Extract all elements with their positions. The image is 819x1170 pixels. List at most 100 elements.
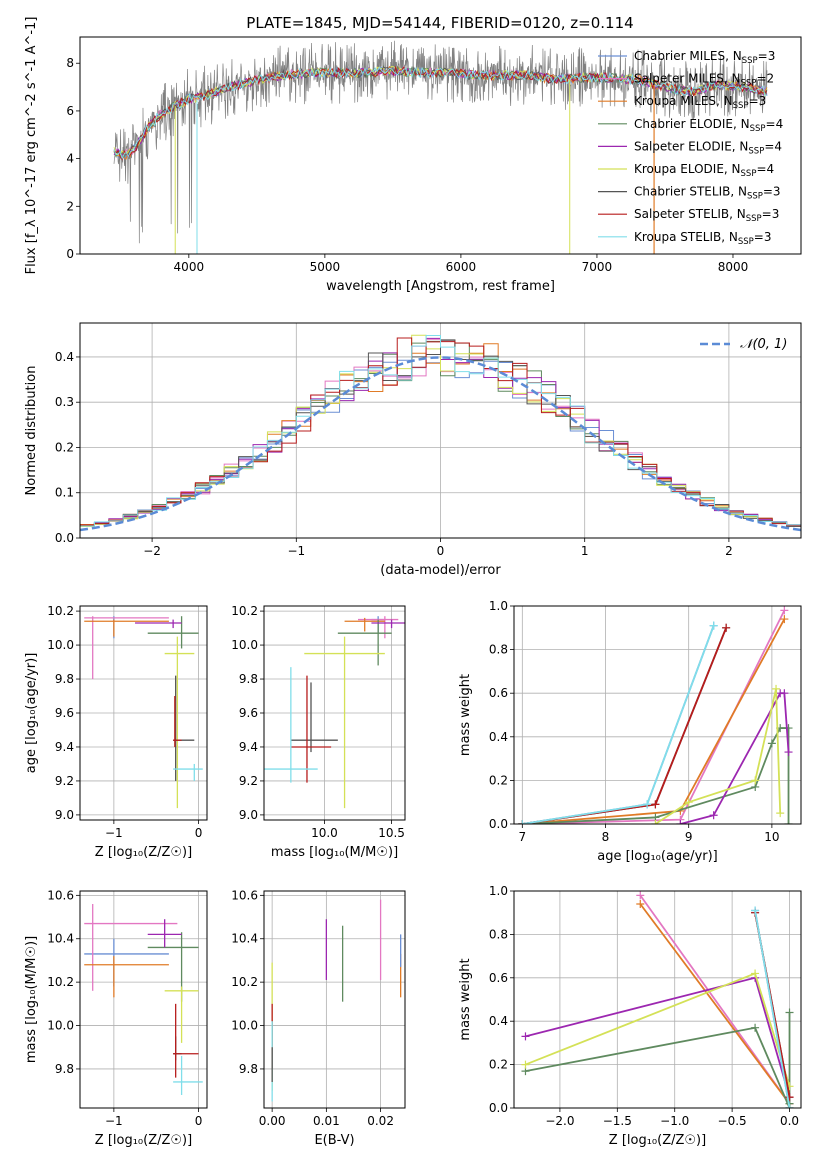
series-marker (772, 684, 781, 693)
y-tick-label: 0.0 (489, 817, 508, 831)
x-tick-label: −2 (143, 544, 161, 558)
y-tick-label: 1.0 (489, 599, 508, 613)
errorbar-point (173, 675, 195, 781)
series-marker (784, 820, 793, 824)
plot-area-massweight_vs_Z (514, 891, 801, 1108)
series-marker (780, 615, 789, 624)
panel-mass_vs_Z: −1 0 9.8 10.0 10.2 10.4 10.6 Z [log₁₀(Z/Z☉)] mas… (24, 888, 208, 1148)
y-tick-label: 9.4 (55, 740, 74, 754)
spectrum-model-line (113, 65, 768, 161)
y-axis-label: Flux [f_λ 10^-17 erg cm^-2 s^-1 A^-1] (24, 17, 39, 275)
series-line (525, 976, 791, 1098)
series-marker (651, 820, 660, 824)
y-tick-label: 9.0 (55, 808, 74, 822)
x-tick-label: 5000 (310, 260, 341, 274)
y-tick-label: 0.6 (489, 971, 508, 985)
legend-entry: Chabrier ELODIE, NSSP=4 (634, 117, 783, 134)
axes-frame (263, 605, 406, 821)
series-marker (518, 820, 527, 824)
x-tick-label: 10.5 (378, 826, 405, 840)
y-tick-label: 10.0 (231, 1019, 258, 1033)
spectrum-model-line (113, 66, 768, 160)
y-tick-label: 9.6 (239, 706, 258, 720)
y-tick-label: 1.0 (489, 884, 508, 898)
series-line (522, 625, 715, 824)
errorbar-point (173, 696, 182, 747)
x-tick-label: −2.0 (545, 1114, 574, 1128)
y-tick-label: 10.4 (231, 932, 258, 946)
y-tick-label: 9.4 (239, 740, 258, 754)
plot-area-age_vs_Z (80, 606, 207, 820)
legend-entry-value: =3 (754, 230, 772, 244)
y-tick-label: 2 (66, 199, 74, 213)
errorbar-point (164, 986, 199, 1043)
series-marker (521, 1060, 530, 1069)
errorbar-point (173, 1055, 203, 1095)
legend-entry-value: =3 (762, 207, 780, 221)
y-tick-label: 10.2 (231, 975, 258, 989)
y-axis-label: age [log₁₀(age/yr)] (24, 653, 39, 774)
errorbar-point (290, 682, 338, 753)
y-tick-label: 9.8 (55, 1062, 74, 1076)
series-line (522, 627, 727, 824)
series-marker (767, 739, 776, 748)
figure-title: PLATE=1845, MJD=54144, FIBERID=0120, z=0… (246, 14, 633, 32)
panel-spectrum: 4000 5000 6000 7000 8000 0 2 4 6 8 wavelength [Ang… (24, 17, 802, 294)
x-tick-label: 0.0 (780, 1114, 799, 1128)
legend-entry-subscript: SSP (733, 101, 749, 111)
panel-age_vs_Z: −1 0 9.0 9.2 9.4 9.6 9.8 10.0 10.2 Z [log₁₀(Z/Z☉)… (24, 604, 208, 860)
x-tick-label: −1 (105, 826, 123, 840)
histogram-step (80, 334, 801, 528)
errorbar-point (290, 675, 332, 783)
axes-frame (79, 890, 208, 1109)
panel-massweight_vs_Z: −2.0 −1.5 −1.0 −0.5 0.0 0.0 0.2 0.4 0.6 0.8 1.0 Z [… (458, 884, 802, 1148)
y-tick-label: 9.2 (55, 774, 74, 788)
series-marker (784, 748, 793, 757)
series-line (522, 727, 790, 824)
histogram-step (80, 334, 801, 527)
axes-frame (513, 890, 802, 1109)
errorbar-point (264, 667, 318, 783)
y-tick-label: 0.2 (489, 1058, 508, 1072)
legend-entry-subscript: SSP (738, 237, 754, 247)
errorbar-point (337, 619, 392, 666)
series-marker (709, 621, 718, 630)
x-tick-label: 7 (518, 830, 526, 844)
series-marker (722, 623, 731, 632)
x-axis-label: Z [log₁₀(Z/Z☉)] (95, 845, 192, 860)
x-tick-label: 2 (725, 544, 733, 558)
y-tick-label: 0.4 (55, 350, 74, 364)
legend-entry-value: =3 (758, 49, 776, 63)
axes-frame (513, 605, 802, 825)
legend-entry: Salpeter MILES, NSSP=2 (634, 72, 774, 89)
series-marker (785, 1008, 794, 1017)
legend-entry-value: =4 (766, 117, 784, 131)
y-tick-label: 0.0 (489, 1101, 508, 1115)
x-tick-label: 0.01 (313, 1114, 340, 1128)
x-axis-label: E(B-V) (314, 1133, 354, 1148)
plot-area-spectrum (113, 40, 768, 254)
x-tick-label: −1.5 (603, 1114, 632, 1128)
legend-entry: Salpeter STELIB, NSSP=3 (634, 207, 779, 224)
legend-entry-value: =4 (764, 139, 782, 153)
x-tick-label: 0.02 (367, 1114, 394, 1128)
errorbar-point (84, 619, 169, 637)
errorbar-point (371, 619, 405, 629)
x-tick-label: 0 (437, 544, 445, 558)
axes-frame (79, 322, 802, 539)
legend-entry: Chabrier STELIB, NSSP=3 (634, 185, 781, 202)
y-tick-label: 0.2 (489, 773, 508, 787)
y-tick-label: 10.2 (47, 975, 74, 989)
errorbar-point (173, 1036, 182, 1061)
x-tick-label: 0.00 (259, 1114, 286, 1128)
series-marker (676, 820, 685, 824)
series-line (525, 1012, 791, 1108)
panel-mass_vs_EBV: 0.00 0.01 0.02 9.8 10.0 10.2 10.4 10.6 E(B-V) (231, 888, 406, 1148)
y-tick-label: 9.8 (239, 1062, 258, 1076)
y-tick-label: 10.0 (47, 1019, 74, 1033)
panel-age_vs_mass: 10.0 10.5 9.0 9.2 9.4 9.6 9.8 10.0 10.2 mass [log… (231, 604, 406, 860)
series-marker (784, 724, 793, 733)
y-axis-label: Normed distribution (24, 366, 39, 496)
y-tick-label: 9.8 (239, 672, 258, 686)
series-marker (636, 900, 645, 909)
